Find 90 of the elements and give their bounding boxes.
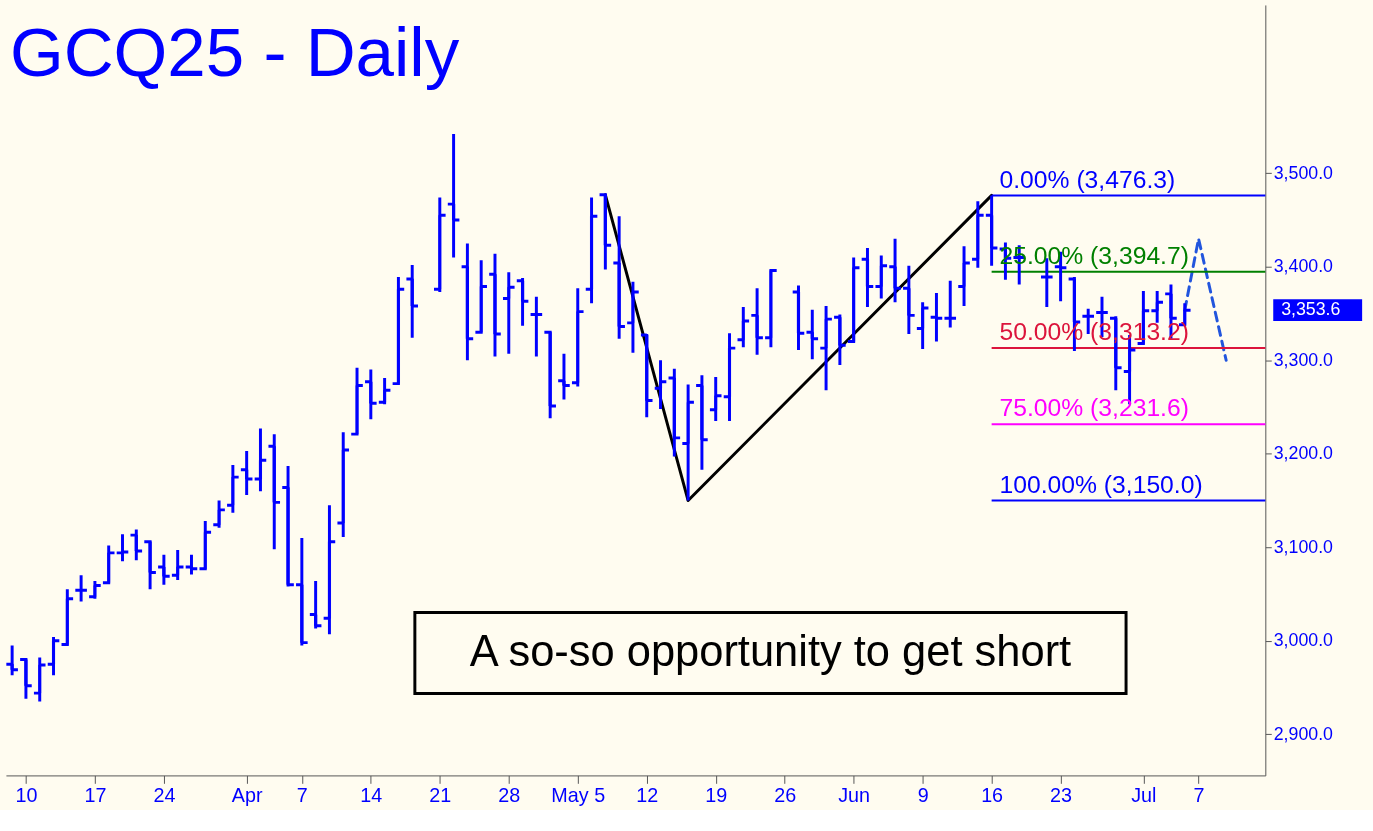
candlestick xyxy=(115,532,130,563)
x-tick-label: 19 xyxy=(705,783,728,806)
candlestick xyxy=(266,432,282,551)
candlestick xyxy=(184,553,199,576)
ref-line-label: 100.00% (3,150.0) xyxy=(999,470,1203,498)
candlestick xyxy=(832,312,848,367)
candlestick xyxy=(211,499,227,530)
y-tick-label: 3,500.0 xyxy=(1273,162,1334,183)
x-tick-label: 16 xyxy=(981,783,1004,806)
ref-line-label: 0.00% (3,476.3) xyxy=(999,165,1176,193)
candlestick xyxy=(446,132,461,259)
candlestick xyxy=(432,196,448,294)
x-tick-label: 10 xyxy=(15,783,38,806)
x-tick-label: 17 xyxy=(84,783,107,806)
chart-title: GCQ25 - Daily xyxy=(9,13,460,92)
candlestick xyxy=(239,449,254,497)
candlestick xyxy=(18,657,34,701)
candlestick xyxy=(280,464,296,589)
candlestick xyxy=(942,279,958,330)
y-tick-label: 3,000.0 xyxy=(1273,630,1334,651)
candlestick xyxy=(584,196,599,305)
candlestick xyxy=(46,635,61,677)
candlestick xyxy=(915,300,930,351)
candlestick xyxy=(680,383,696,502)
candlestick xyxy=(887,237,903,304)
candlestick xyxy=(156,553,172,587)
candlestick xyxy=(708,375,723,423)
candlestick xyxy=(294,536,310,647)
candlestick xyxy=(129,528,144,562)
candlestick xyxy=(542,330,558,420)
x-tick-label: Jun xyxy=(838,783,871,806)
candlestick xyxy=(4,643,20,677)
candlestick xyxy=(170,548,185,582)
candlestick xyxy=(460,241,475,362)
x-tick-label: Jul xyxy=(1131,783,1157,806)
x-tick-label: 14 xyxy=(360,783,383,806)
y-tick-label: 3,100.0 xyxy=(1273,536,1334,557)
x-tick-label: 23 xyxy=(1050,783,1073,806)
candlestick xyxy=(556,352,572,402)
candlestick xyxy=(639,332,655,419)
candlestick xyxy=(570,286,586,388)
x-tick-label: 9 xyxy=(917,783,929,806)
x-tick-label: 21 xyxy=(429,783,452,806)
candlestick xyxy=(694,373,710,472)
candlestick xyxy=(335,430,351,539)
candlestick xyxy=(956,244,972,308)
candlestick xyxy=(736,305,751,349)
candlestick xyxy=(515,276,530,328)
candlestick xyxy=(791,283,806,352)
candlestick xyxy=(487,252,503,358)
candlestick xyxy=(142,540,158,591)
ref-line-label: 75.00% (3,231.6) xyxy=(999,394,1189,422)
y-tick-label: 2,900.0 xyxy=(1273,723,1334,744)
candlestick xyxy=(722,331,737,423)
candlestick xyxy=(598,193,613,272)
x-tick-label: 24 xyxy=(153,783,176,806)
candlestick xyxy=(860,246,875,309)
candlestick xyxy=(873,254,889,301)
candlestick xyxy=(32,656,47,704)
candlestick xyxy=(929,291,944,344)
candlestick xyxy=(970,199,986,270)
candlestick xyxy=(901,264,917,336)
text: 3,353.6 xyxy=(1281,299,1341,320)
annotation: A so-so opportunity to get short xyxy=(469,626,1072,675)
candlestick xyxy=(322,503,337,636)
candlestick xyxy=(625,280,641,355)
candlestick xyxy=(667,367,682,459)
x-tick-label: Apr xyxy=(231,783,263,806)
y-tick-label: 3,200.0 xyxy=(1273,443,1334,464)
candlestick xyxy=(404,263,420,340)
x-tick-label: 7 xyxy=(296,783,308,806)
x-tick-label: May 5 xyxy=(551,783,606,806)
candlestick xyxy=(749,286,765,357)
candlestick xyxy=(308,579,323,631)
candlestick xyxy=(611,214,627,341)
y-tick-label: 3,300.0 xyxy=(1273,349,1334,370)
candlestick xyxy=(225,463,241,515)
y-tick-label: 3,400.0 xyxy=(1273,256,1334,277)
candlestick xyxy=(363,368,379,421)
candlestick xyxy=(653,358,668,411)
candlestick xyxy=(818,304,834,392)
x-tick-label: 28 xyxy=(498,783,521,806)
x-tick-label: 12 xyxy=(636,783,659,806)
candlestick xyxy=(501,270,517,356)
candlestick xyxy=(253,427,268,493)
x-tick-label: 26 xyxy=(774,783,797,806)
candlestick xyxy=(529,295,544,358)
x-tick-label: 7 xyxy=(1193,783,1205,806)
candlestick xyxy=(805,308,820,361)
candlestick xyxy=(73,573,89,603)
